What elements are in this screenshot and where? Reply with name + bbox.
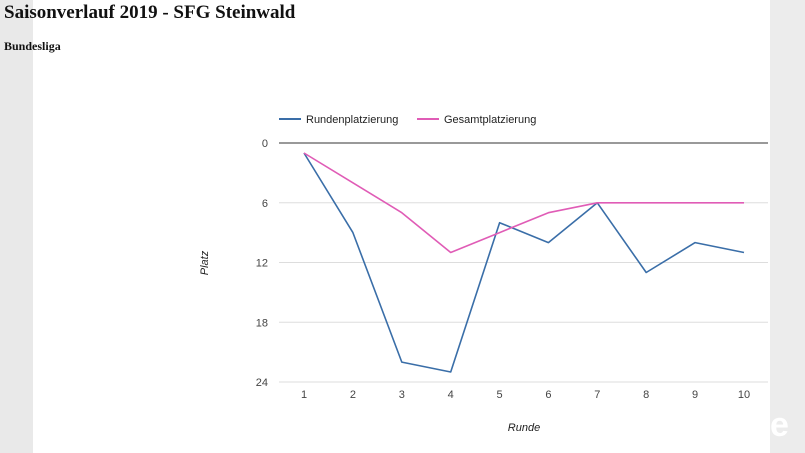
- y-tick-label-6: 6: [262, 198, 268, 210]
- x-tick-label-3: 3: [399, 389, 405, 401]
- x-axis-title: Runde: [508, 422, 540, 434]
- series-line-gesamtplatzierung: [303, 152, 744, 254]
- series-line-rundenplatzierung: [303, 152, 745, 373]
- x-tick-label-1: 1: [301, 389, 307, 401]
- league-label: Bundesliga: [4, 39, 61, 53]
- x-tick-label-2: 2: [350, 389, 356, 401]
- legend-label-rundenplatzierung: Rundenplatzierung: [306, 114, 398, 126]
- x-tick-label-5: 5: [496, 389, 502, 401]
- x-tick-label-7: 7: [594, 389, 600, 401]
- x-axis-ticks: 1 2 3 4 5 6 7 8 9 10: [301, 389, 750, 401]
- y-axis-ticks: 0 6 12 18 24: [256, 138, 268, 389]
- series-lines: [303, 152, 745, 373]
- y-tick-label-18: 18: [256, 317, 268, 329]
- legend-label-gesamtplatzierung: Gesamtplatzierung: [444, 114, 536, 126]
- report-page: [33, 0, 770, 453]
- x-tick-label-4: 4: [448, 389, 454, 401]
- corner-glyph: e: [770, 406, 789, 444]
- y-tick-label-12: 12: [256, 258, 268, 270]
- x-tick-label-6: 6: [545, 389, 551, 401]
- page-title: Saisonverlauf 2019 - SFG Steinwald: [4, 2, 296, 23]
- legend: Rundenplatzierung Gesamtplatzierung: [279, 114, 536, 126]
- y-tick-label-24: 24: [256, 377, 268, 389]
- y-axis-title: Platz: [199, 250, 211, 275]
- x-tick-label-8: 8: [643, 389, 649, 401]
- y-tick-label-0: 0: [262, 138, 268, 150]
- x-tick-label-10: 10: [738, 389, 750, 401]
- right-margin-strip: [770, 0, 805, 453]
- x-tick-label-9: 9: [692, 389, 698, 401]
- grid-lines: [279, 142, 768, 383]
